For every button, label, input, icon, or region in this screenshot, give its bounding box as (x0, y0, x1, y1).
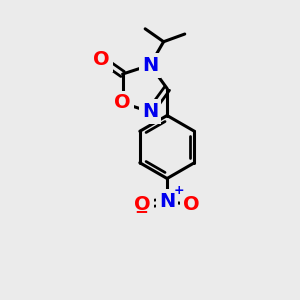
Text: O: O (114, 94, 131, 112)
Text: O: O (183, 195, 200, 214)
Text: N: N (159, 192, 175, 212)
Text: O: O (93, 50, 110, 69)
Text: O: O (134, 195, 151, 214)
Text: N: N (142, 102, 158, 122)
Text: N: N (142, 56, 158, 75)
Text: −: − (134, 202, 148, 220)
Text: +: + (174, 184, 184, 197)
